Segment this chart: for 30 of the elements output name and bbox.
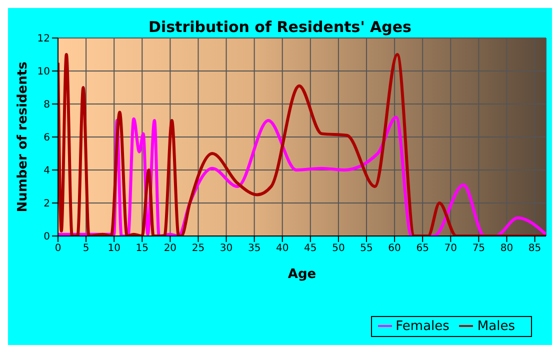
y-tick-label: 0 (44, 232, 50, 243)
y-tick-label: 10 (37, 66, 50, 78)
x-tick-label: 45 (304, 243, 317, 254)
x-tick-label: 0 (54, 243, 62, 254)
x-tick-label: 35 (248, 243, 261, 254)
x-tick-label: 70 (444, 243, 458, 254)
x-tick-label: 30 (220, 243, 233, 254)
x-tick-label: 60 (388, 243, 401, 254)
x-tick-label: 15 (136, 243, 149, 254)
y-tick-label: 6 (44, 132, 50, 144)
x-tick-label: 85 (528, 243, 542, 254)
x-tick-label: 50 (332, 243, 345, 254)
y-tick-label: 8 (44, 100, 50, 111)
legend-label: Females (396, 319, 450, 334)
x-tick-label: 40 (276, 243, 289, 254)
x-tick-label: 55 (360, 243, 373, 254)
x-tick-label: 75 (472, 243, 486, 254)
x-tick-label: 80 (500, 243, 514, 254)
chart-title: Distribution of Residents' Ages (148, 18, 412, 36)
x-axis-title: Age (288, 267, 316, 282)
y-tick-label: 12 (37, 34, 50, 45)
x-tick-label: 65 (416, 243, 429, 254)
x-tick-label: 25 (192, 243, 205, 254)
x-tick-label: 20 (164, 243, 177, 254)
x-tick-label: 10 (108, 243, 120, 254)
y-tick-label: 4 (44, 166, 50, 177)
y-axis-title: Number of residents (16, 61, 31, 212)
y-tick-label: 2 (44, 198, 50, 210)
legend-label: Males (477, 319, 515, 334)
x-tick-label: 5 (82, 243, 90, 254)
